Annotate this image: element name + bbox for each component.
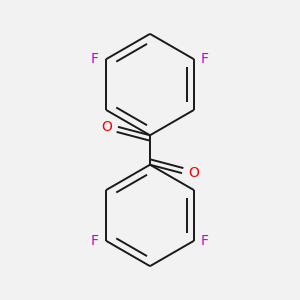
Text: O: O bbox=[101, 120, 112, 134]
Text: F: F bbox=[91, 52, 99, 66]
Text: F: F bbox=[201, 52, 209, 66]
Text: F: F bbox=[91, 234, 99, 248]
Text: F: F bbox=[201, 234, 209, 248]
Text: O: O bbox=[188, 166, 199, 180]
